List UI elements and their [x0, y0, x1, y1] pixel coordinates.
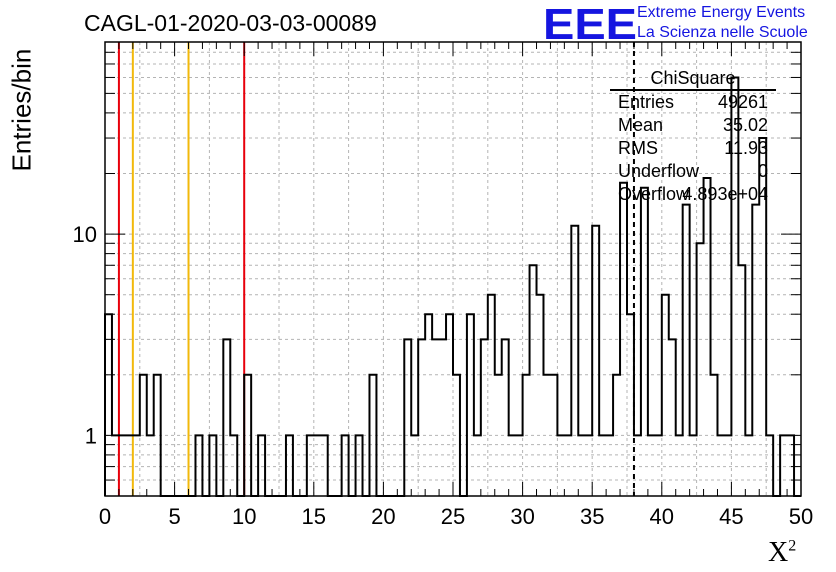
stats-value: 0: [757, 161, 768, 181]
stats-value: 49261: [717, 92, 768, 112]
y-tick-label: 1: [85, 423, 97, 448]
stats-value: 11.93: [724, 138, 768, 158]
logo-line-2: La Scienza nelle Scuole: [637, 24, 808, 41]
stats-row-entries: Entries 49261: [618, 92, 768, 114]
x-tick-label: 20: [371, 504, 395, 529]
x-tick-label: 5: [168, 504, 180, 529]
eee-logo-icon: EEE: [543, 4, 637, 42]
stats-row-overflow: Overflow 4.893e+04: [618, 184, 768, 206]
stats-key: Overflow: [618, 184, 690, 204]
stats-divider: [610, 89, 776, 91]
stats-key: Underflow: [618, 161, 700, 181]
stats-row-underflow: Underflow 0: [618, 161, 768, 183]
svg-text:EEE: EEE: [543, 4, 637, 42]
x-tick-label: 15: [302, 504, 326, 529]
stats-key: Entries: [618, 92, 675, 112]
x-axis-label: X2: [768, 537, 797, 568]
logo-line-1: Extreme Energy Events: [637, 4, 806, 21]
stats-row-mean: Mean 35.02: [618, 115, 768, 137]
stats-title: ChiSquare: [650, 68, 736, 88]
x-tick-label: 50: [789, 504, 813, 529]
x-tick-label: 0: [99, 504, 111, 529]
stats-key: Mean: [618, 115, 664, 135]
stats-box: ChiSquare Entries 49261 Mean 35.02 RMS 1…: [610, 66, 776, 206]
x-tick-label: 45: [719, 504, 743, 529]
stats-value: 4.893e+04: [682, 184, 768, 204]
stats-row-rms: RMS 11.93: [618, 138, 768, 160]
x-tick-label: 35: [580, 504, 604, 529]
stats-key: RMS: [618, 138, 658, 158]
x-tick-label: 40: [650, 504, 674, 529]
x-tick-label: 25: [441, 504, 465, 529]
x-tick-label: 10: [232, 504, 256, 529]
y-tick-label: 10: [73, 222, 97, 247]
chart-title: CAGL-01-2020-03-03-00089: [84, 10, 377, 36]
x-tick-label: 30: [510, 504, 534, 529]
stats-value: 35.02: [722, 115, 768, 135]
histogram-series: [104, 76, 801, 497]
